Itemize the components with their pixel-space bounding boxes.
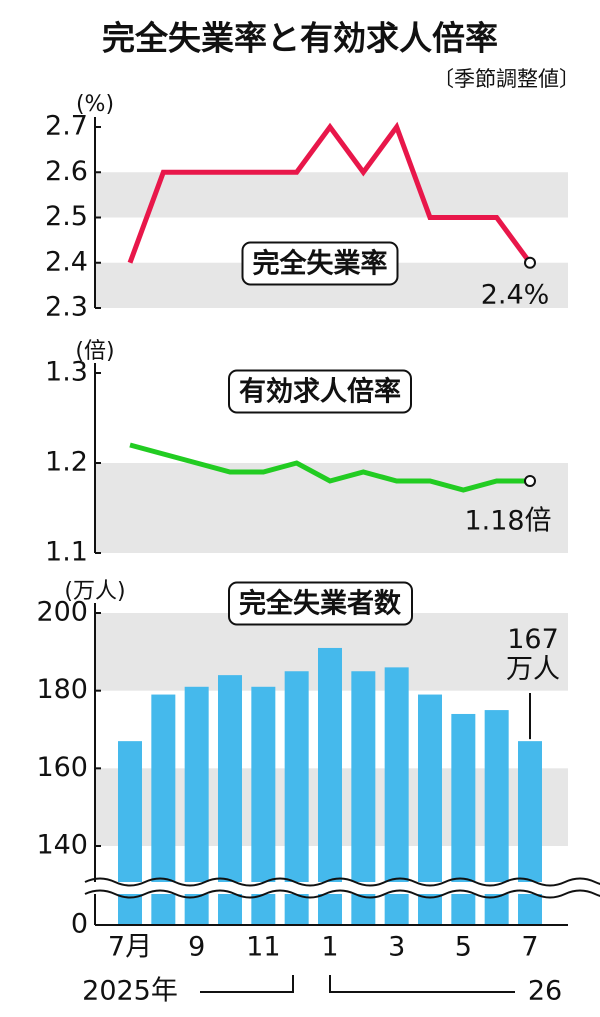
y-unit: (万人): [64, 579, 125, 604]
panel-title-box: [241, 241, 399, 286]
bar: [251, 686, 276, 925]
subtitle: 〔季節調整値〕: [433, 67, 580, 91]
value-label: 167 万人: [506, 624, 560, 685]
y-tick-label: 1.1: [45, 537, 88, 568]
y-tick-label: 2.4: [45, 246, 88, 277]
line: [129, 442, 530, 493]
line: [127, 121, 533, 265]
y-tick-label: 2.3: [45, 292, 88, 323]
value-label: 2.4%: [481, 280, 550, 311]
panel-title: 有効求人倍率: [239, 376, 401, 408]
y-tick-label: 200: [36, 597, 88, 628]
value-label: 1.18倍: [464, 506, 551, 537]
panel-title: 完全失業者数: [239, 588, 402, 620]
year-bracket: [329, 975, 515, 993]
x-tick-label: 1: [321, 932, 338, 963]
value-label-line: 万人: [506, 654, 560, 685]
y-unit: (%): [76, 92, 114, 117]
y-tick-label: 2.7: [45, 111, 88, 142]
grid-band: [95, 172, 568, 218]
end-marker: [524, 475, 536, 487]
y-tick-label: 140: [36, 830, 88, 861]
year-label: 26: [528, 976, 562, 1007]
year-label: 2025年: [82, 976, 178, 1007]
y-unit: (倍): [75, 339, 114, 364]
end-marker: [524, 256, 536, 269]
y-tick-label: 2.6: [45, 156, 88, 187]
y-tick-label: 180: [36, 674, 88, 705]
x-tick-label: 7: [521, 932, 538, 963]
grid-band: [95, 463, 568, 553]
x-tick-label: 3: [388, 932, 405, 963]
y-tick-label: 1.3: [45, 357, 88, 388]
bar: [118, 741, 142, 925]
x-tick-label: 9: [188, 932, 205, 963]
y-tick-label: 2.5: [45, 201, 88, 232]
bar: [518, 741, 542, 925]
axis-break-line: [84, 889, 600, 899]
axis-break-line: [84, 877, 600, 887]
x-tick-label: 7月: [108, 932, 152, 963]
panel-title-box: [228, 369, 412, 414]
panel-title: 完全失業率: [253, 248, 388, 280]
y-tick-label: 1.2: [45, 447, 88, 478]
panel-title-box: [228, 581, 413, 626]
y-tick-label: 160: [36, 752, 88, 783]
value-label-line: 167: [507, 624, 559, 655]
year-bracket: [200, 975, 294, 993]
y-tick-label: 0: [71, 909, 88, 940]
x-tick-label: 5: [455, 932, 472, 963]
x-tick-label: 11: [246, 932, 280, 963]
page-title: 完全失業率と有効求人倍率: [102, 19, 498, 58]
